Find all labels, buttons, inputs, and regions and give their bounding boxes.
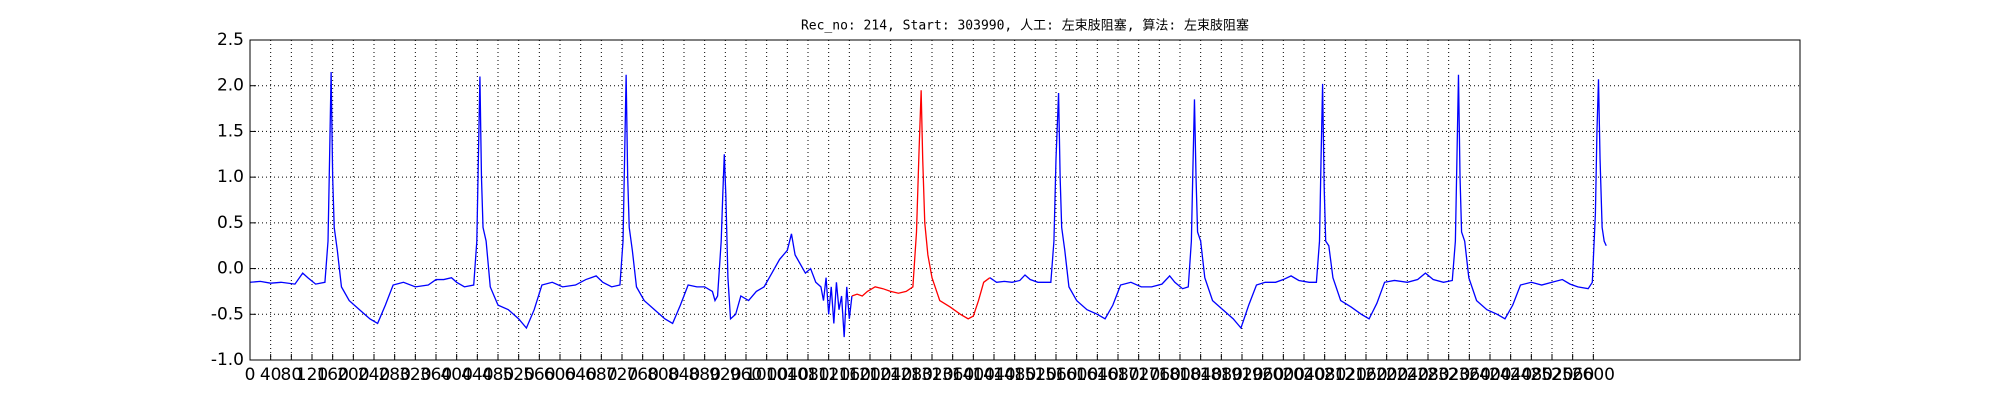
x-tick-label: 1440: [972, 365, 1015, 385]
x-tick-label: 320: [399, 365, 431, 385]
x-tick-label: 2480: [1510, 365, 1553, 385]
x-tick-label: 240: [358, 365, 390, 385]
x-tick-label: 1560: [1034, 365, 1077, 385]
x-tick-label: 1280: [890, 365, 933, 385]
chart-title: Rec_no: 214, Start: 303990, 人工: 左束肢阻塞, 算…: [801, 18, 1249, 34]
x-tick-label: 640: [564, 365, 596, 385]
x-tick-label: 2520: [1530, 365, 1573, 385]
x-tick-label: 440: [461, 365, 493, 385]
x-tick-label: 840: [668, 365, 700, 385]
x-tick-label: 1800: [1158, 365, 1201, 385]
x-tick-label: 1240: [869, 365, 912, 385]
x-tick-label: 1640: [1076, 365, 1119, 385]
x-tick-label: 1320: [910, 365, 953, 385]
x-tick-label: 2320: [1427, 365, 1470, 385]
x-tick-label: 1600: [1055, 365, 1098, 385]
x-tick-label: 2440: [1489, 365, 1532, 385]
x-tick-label: 960: [730, 365, 762, 385]
x-tick-label: 2080: [1303, 365, 1346, 385]
x-tick-label: 800: [647, 365, 679, 385]
x-tick-label: 2560: [1551, 365, 1594, 385]
x-tick-label: 1880: [1200, 365, 1243, 385]
x-tick-label: 1360: [931, 365, 974, 385]
ecg-line: [249, 71, 1607, 338]
x-tick-label: 1400: [952, 365, 995, 385]
x-tick-label: 80: [281, 365, 303, 385]
x-tick-label: 2000: [1262, 365, 1305, 385]
x-tick-label: 0: [245, 365, 256, 385]
x-tick-label: 1080: [786, 365, 829, 385]
x-tick-label: 600: [544, 365, 576, 385]
x-tick-label: 360: [420, 365, 452, 385]
x-tick-label: 2360: [1448, 365, 1491, 385]
x-tick-label: 560: [523, 365, 555, 385]
y-tick-label: 0.0: [217, 259, 244, 279]
x-tick-label: 1160: [828, 365, 871, 385]
x-tick-label: 200: [337, 365, 369, 385]
x-tick-label: 880: [688, 365, 720, 385]
plot-frame: [249, 39, 1801, 361]
y-tick-label: -0.5: [211, 304, 244, 324]
x-tick-label: 520: [502, 365, 534, 385]
x-tick-label: 480: [482, 365, 514, 385]
x-tick-label: 1960: [1241, 365, 1284, 385]
x-tick-label: 400: [440, 365, 472, 385]
x-tick-label: 2240: [1386, 365, 1429, 385]
x-tick-label: 1480: [993, 365, 1036, 385]
x-tick-label: 1200: [848, 365, 891, 385]
x-tick-label: 760: [626, 365, 658, 385]
y-tick-label: 1.5: [217, 121, 244, 141]
x-tick-label: 2200: [1365, 365, 1408, 385]
x-tick-label: 2280: [1406, 365, 1449, 385]
x-tick-label: 280: [378, 365, 410, 385]
x-tick-label: 2600: [1572, 365, 1615, 385]
x-tick-label: 1040: [766, 365, 809, 385]
x-tick-label: 1760: [1138, 365, 1181, 385]
x-tick-label: 2120: [1324, 365, 1367, 385]
x-tick-label: 1000: [745, 365, 788, 385]
x-tick-label: 720: [606, 365, 638, 385]
x-tick-label: 1120: [807, 365, 850, 385]
y-tick-label: 1.0: [217, 167, 244, 187]
ecg-line: [851, 90, 991, 320]
x-tick-label: 680: [585, 365, 617, 385]
x-tick-label: 1920: [1220, 365, 1263, 385]
x-tick-label: 2400: [1468, 365, 1511, 385]
x-tick-label: 2160: [1344, 365, 1387, 385]
x-tick-label: 1720: [1117, 365, 1160, 385]
y-tick-label: 2.0: [217, 76, 244, 96]
x-tick-label: 2040: [1282, 365, 1325, 385]
x-tick-label: 120: [296, 365, 328, 385]
y-tick-label: 2.5: [217, 30, 244, 50]
x-tick-label: 1520: [1014, 365, 1057, 385]
y-tick-label: -1.0: [211, 350, 244, 370]
y-tick-label: 0.5: [217, 213, 244, 233]
x-tick-label: 1840: [1179, 365, 1222, 385]
x-tick-label: 160: [316, 365, 348, 385]
x-tick-label: 920: [709, 365, 741, 385]
x-tick-label: 40: [260, 365, 282, 385]
x-tick-label: 1680: [1096, 365, 1139, 385]
